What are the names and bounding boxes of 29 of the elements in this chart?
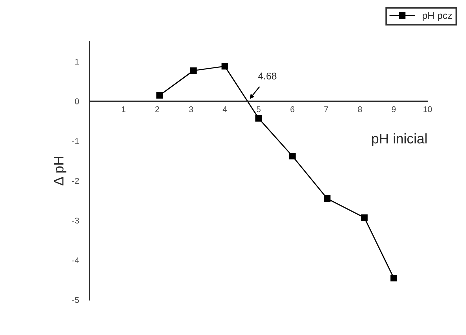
x-tick-label: 9 [392, 106, 396, 112]
point [390, 275, 398, 282]
x-axis-title: pH inicial [372, 134, 427, 146]
x-tick-label: 7 [324, 106, 328, 112]
x-tick-label: 4 [222, 106, 228, 112]
y-tick-label: -4 [72, 258, 80, 264]
point [361, 214, 368, 222]
point [222, 63, 228, 70]
x-tick-label: 3 [189, 106, 194, 112]
x-tick-label: 8 [358, 106, 362, 112]
y-tick-label: -1 [72, 138, 80, 144]
x-tick-label: 2 [156, 106, 160, 112]
y-axis-title: Δ pH [54, 157, 67, 186]
point [156, 92, 164, 99]
x-tick-label: 6 [290, 106, 295, 112]
y-tick-label: -3 [72, 218, 80, 224]
y-tick-label: -2 [72, 178, 80, 184]
y-tick-label: -5 [72, 297, 80, 304]
y-tick-label: 0 [75, 98, 80, 105]
point [289, 153, 296, 160]
point [256, 115, 262, 122]
legend-label: pH pcz [422, 12, 452, 22]
x-tick-label: 1 [122, 106, 126, 112]
x-tick-label: 10 [424, 106, 432, 112]
x-tick-label: 5 [256, 106, 261, 112]
point [324, 196, 331, 202]
y-tick-label: 1 [76, 59, 80, 65]
annotation: 4.68 [258, 72, 277, 80]
point [190, 68, 197, 74]
